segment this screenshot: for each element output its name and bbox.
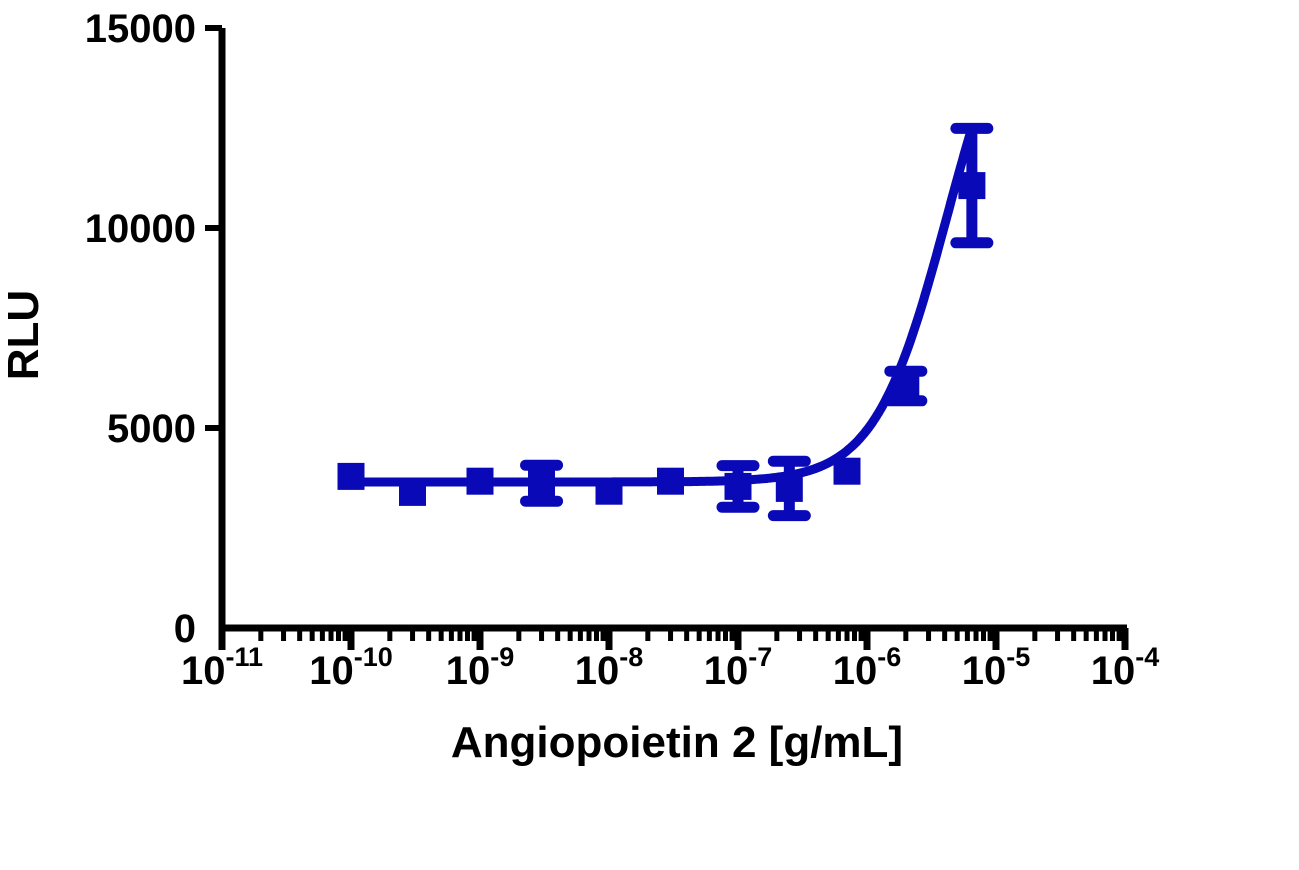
x-tick-base: 10 [833,649,878,693]
data-point-marker [337,462,365,490]
y-tick-label-group: 0 5000 10000 15000 [85,7,196,651]
y-tick-label-15000: 15000 [85,7,196,51]
x-tick-base: 10 [309,649,354,693]
x-tick-label--6: 10-6 [833,642,902,693]
x-axis-title: Angiopoietin 2 [g/mL] [451,718,903,767]
data-point-marker [724,472,752,500]
data-point-marker [892,372,920,400]
x-tick-label--8: 10-8 [575,642,644,693]
x-tick-label--5: 10-5 [962,642,1031,693]
data-point-marker [399,478,426,506]
data-point-marker [775,474,803,502]
x-tick-label--4: 10-4 [1091,642,1160,693]
x-tick-exponent: -11 [225,642,263,672]
data-point-marker [528,469,555,497]
fit-curve [346,124,976,487]
x-tick-base: 10 [446,649,491,693]
data-point-marker [833,457,861,485]
x-tick-label--7: 10-7 [704,642,773,693]
data-point-marker [958,172,986,200]
x-tick-label--10: 10-10 [309,642,393,693]
x-tick-base: 10 [962,649,1007,693]
x-tick-base: 10 [704,649,749,693]
x-tick-exponent: -5 [1006,642,1030,672]
x-tick-exponent: -10 [354,642,393,672]
x-tick-exponent: -8 [619,642,643,672]
x-tick-exponent: -4 [1135,642,1159,672]
x-tick-exponent: -7 [748,642,772,672]
y-axis-title: RLU [0,290,48,380]
data-point-marker [595,477,623,505]
data-point-marker [657,467,684,495]
x-tick-exponent: -6 [877,642,901,672]
x-tick-label--11: 10-11 [181,642,263,693]
x-tick-label-group: 10-11 10-10 10-9 10-8 10-7 10-6 10-5 10-4 [181,642,1159,693]
x-tick-base: 10 [1091,649,1136,693]
x-tick-base: 10 [575,649,620,693]
y-tick-label-10000: 10000 [85,207,196,251]
x-tick-exponent: -9 [490,642,514,672]
y-tick-label-5000: 5000 [107,407,196,451]
data-point-marker [466,467,494,495]
y-tick-label-0: 0 [174,607,196,651]
x-tick-base: 10 [181,649,226,693]
x-tick-label--9: 10-9 [446,642,515,693]
